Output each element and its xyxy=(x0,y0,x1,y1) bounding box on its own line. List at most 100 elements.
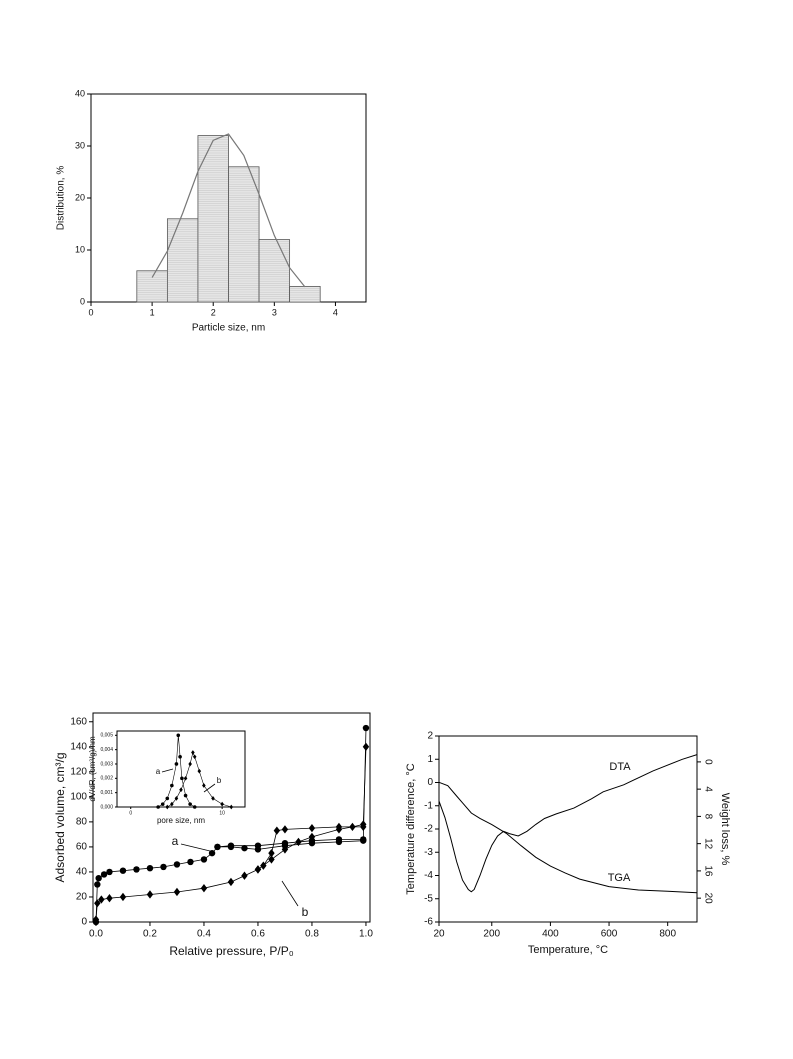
point xyxy=(362,724,370,732)
point xyxy=(335,836,343,843)
series-label: DTA xyxy=(609,761,631,773)
x-tick-label: 800 xyxy=(659,929,676,940)
point xyxy=(241,871,248,880)
label-arrow xyxy=(203,783,216,793)
x-tick-label: 3 xyxy=(272,308,277,318)
y2-axis-label: Weight loss, % xyxy=(719,793,731,866)
series-label: TGA xyxy=(608,872,631,884)
y-tick-label: 0,005 xyxy=(100,733,113,739)
point xyxy=(174,796,179,801)
y-tick-label: 140 xyxy=(70,741,87,752)
y-tick-label: 20 xyxy=(76,892,88,903)
y2-tick-label: 12 xyxy=(702,838,713,850)
point xyxy=(191,750,195,755)
point xyxy=(360,822,367,832)
point xyxy=(268,855,275,864)
x-tick-label: 0.6 xyxy=(251,929,265,940)
point xyxy=(220,801,224,807)
point xyxy=(100,871,108,878)
series-label: a xyxy=(172,834,179,848)
point xyxy=(308,823,316,833)
plot-frame xyxy=(438,735,698,923)
x-tick-label: 4 xyxy=(333,308,338,318)
y-tick-label: 100 xyxy=(70,791,87,802)
y-tick-label: 0,001 xyxy=(100,790,113,796)
y-tick-label: -6 xyxy=(424,917,433,928)
series-line xyxy=(438,781,698,894)
point xyxy=(200,856,208,863)
point xyxy=(349,822,356,832)
point xyxy=(229,804,234,810)
point xyxy=(362,742,370,751)
point xyxy=(170,783,174,788)
point xyxy=(94,881,101,888)
point xyxy=(200,884,208,893)
point xyxy=(254,842,262,849)
point xyxy=(180,776,184,781)
point xyxy=(188,761,192,767)
point xyxy=(260,861,267,870)
point xyxy=(192,754,197,760)
x-tick-label: 0 xyxy=(129,810,132,816)
point xyxy=(227,877,235,887)
x-tick-label: 0.0 xyxy=(89,929,103,940)
x-axis-label: pore size, nm xyxy=(157,816,205,825)
y-tick-label: 160 xyxy=(70,716,87,727)
point xyxy=(183,793,188,798)
point xyxy=(160,802,165,806)
point xyxy=(268,849,275,858)
x-tick-label: 1.0 xyxy=(359,929,373,940)
y-tick-label: 0 xyxy=(427,777,433,788)
x-tick-label: 600 xyxy=(601,929,618,940)
y-tick-label: 0,000 xyxy=(100,804,113,810)
point xyxy=(188,802,192,806)
point xyxy=(160,863,167,871)
x-tick-label: 20 xyxy=(433,929,445,940)
y-tick-label: 1 xyxy=(427,754,433,765)
x-tick-label: 1 xyxy=(150,308,155,318)
y-tick-label: 60 xyxy=(76,842,88,853)
y-tick-label: 40 xyxy=(76,867,88,878)
plot-frame xyxy=(116,730,246,808)
y-tick-label: -4 xyxy=(424,870,433,881)
point xyxy=(254,865,262,874)
x-tick-label: 2 xyxy=(211,308,216,318)
point xyxy=(360,836,367,843)
y-tick-label: 10 xyxy=(75,244,85,254)
series-line xyxy=(438,754,698,893)
y-tick-label: -3 xyxy=(424,847,433,858)
y-axis-label: Temperature difference, °C xyxy=(405,763,417,894)
x-tick-label: 0 xyxy=(88,308,93,318)
x-axis-label: Temperature, °C xyxy=(528,944,608,956)
point xyxy=(106,868,113,876)
x-tick-label: 10 xyxy=(219,810,225,816)
point xyxy=(308,832,316,842)
point xyxy=(214,843,221,851)
point xyxy=(227,842,235,849)
point xyxy=(273,826,281,835)
point xyxy=(133,866,140,873)
point xyxy=(187,858,194,866)
point xyxy=(211,796,215,801)
point xyxy=(165,804,170,810)
point xyxy=(95,874,102,882)
histogram-bar xyxy=(289,285,321,303)
point xyxy=(174,762,179,766)
point xyxy=(94,899,101,908)
point xyxy=(146,864,154,872)
point xyxy=(192,805,197,809)
point xyxy=(173,887,181,897)
point xyxy=(98,895,105,904)
point xyxy=(241,844,248,852)
point xyxy=(179,787,183,793)
fit-curve xyxy=(151,133,306,288)
y-axis-label: Adsorbed volume, cm³/g xyxy=(53,752,67,882)
point xyxy=(165,796,170,801)
y-tick-label: 120 xyxy=(70,766,87,777)
point xyxy=(281,825,289,834)
point xyxy=(183,775,188,781)
point xyxy=(92,915,100,924)
y2-tick-label: 8 xyxy=(702,814,713,820)
